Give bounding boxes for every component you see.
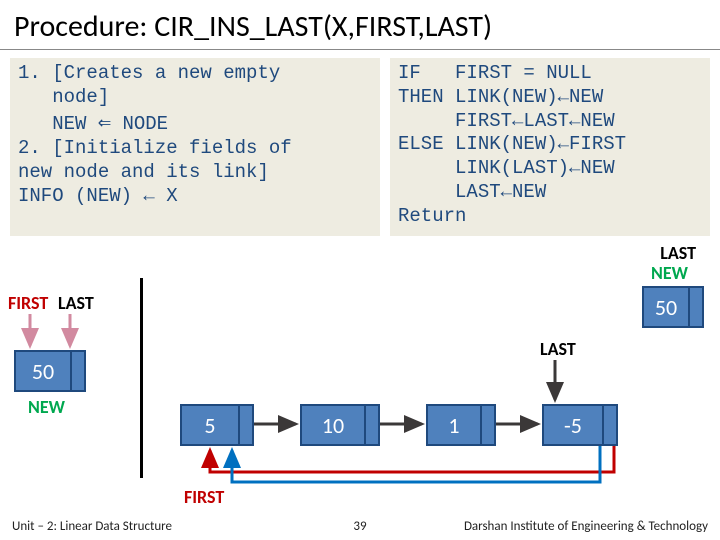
code-row: 1. [Creates a new empty node] NEW ⇐ NODE…	[0, 50, 720, 236]
label-first: FIRST	[184, 486, 224, 508]
node-value: 10	[302, 406, 364, 444]
code-line: INFO (NEW) ← X	[18, 185, 178, 207]
code-box-right: IF FIRST = NULL THEN LINK(NEW)←NEW FIRST…	[390, 58, 710, 236]
node-ptr	[602, 406, 616, 444]
node-50-top: 50	[642, 286, 704, 328]
label-last: LAST	[660, 242, 696, 264]
code-line: ELSE LINK(NEW)←FIRST	[398, 133, 626, 155]
divider-line	[140, 278, 143, 478]
label-last: LAST	[540, 338, 576, 360]
footer-left: Unit – 2: Linear Data Structure	[12, 519, 172, 534]
page-title: Procedure: CIR_INS_LAST(X,FIRST,LAST)	[0, 0, 720, 50]
footer-right: Darshan Institute of Engineering & Techn…	[464, 519, 708, 534]
node-value: -5	[544, 406, 602, 444]
code-line: FIRST←LAST←NEW	[398, 110, 615, 132]
code-line: new node and its link]	[18, 161, 269, 183]
node-ptr	[480, 406, 494, 444]
arrow-icon: ⇐	[98, 110, 111, 138]
node-ptr	[70, 352, 84, 390]
code-box-left: 1. [Creates a new empty node] NEW ⇐ NODE…	[10, 58, 380, 236]
code-line: NODE	[111, 112, 168, 134]
arrows-svg	[0, 260, 720, 520]
node-1: 1	[426, 404, 496, 446]
code-line: LINK(LAST)←NEW	[398, 157, 615, 179]
label-new: NEW	[651, 262, 688, 284]
node-ptr	[238, 406, 252, 444]
node-value: 50	[16, 352, 70, 390]
node-value: 50	[644, 288, 688, 326]
code-line: 2. [Initialize fields of	[18, 137, 292, 159]
label-first: FIRST	[8, 292, 48, 314]
code-line: IF FIRST = NULL	[398, 62, 592, 84]
node-neg5: -5	[542, 404, 618, 446]
node-ptr	[364, 406, 378, 444]
code-line: THEN LINK(NEW)←NEW	[398, 86, 603, 108]
node-ptr	[688, 288, 702, 326]
code-line: LAST←NEW	[398, 181, 546, 203]
node-50: 50	[14, 350, 86, 392]
label-new: NEW	[28, 396, 65, 418]
node-10: 10	[300, 404, 380, 446]
label-last: LAST	[58, 292, 94, 314]
node-5: 5	[180, 404, 254, 446]
code-line: 1. [Creates a new empty	[18, 62, 280, 84]
node-value: 5	[182, 406, 238, 444]
code-line: Return	[398, 205, 466, 227]
node-value: 1	[428, 406, 480, 444]
diagram-area: LAST NEW 50 FIRST LAST	[0, 260, 720, 512]
code-line: NEW	[18, 112, 98, 134]
footer: Unit – 2: Linear Data Structure 39 Darsh…	[0, 512, 720, 540]
code-line: node]	[18, 86, 109, 108]
page-number: 39	[353, 519, 366, 534]
